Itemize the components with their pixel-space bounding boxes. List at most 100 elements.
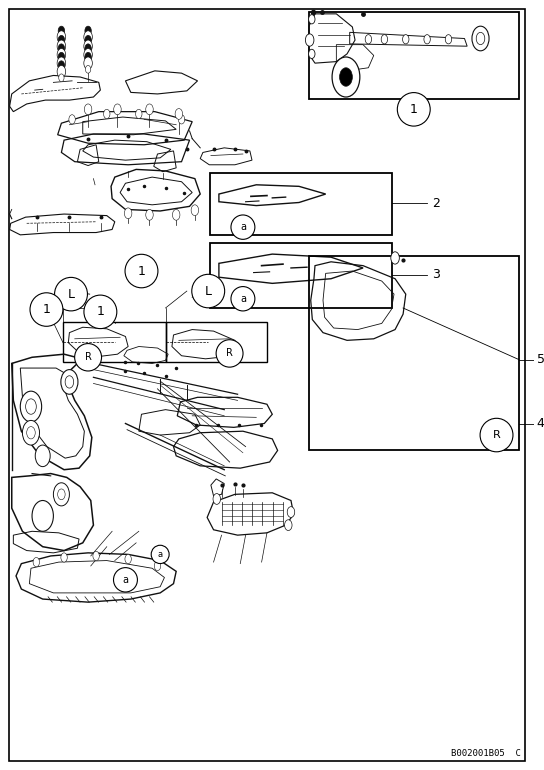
Circle shape [59, 39, 64, 47]
Circle shape [403, 35, 409, 44]
Bar [165, 322, 267, 362]
Circle shape [287, 507, 295, 517]
Circle shape [65, 376, 73, 388]
Text: 1: 1 [138, 265, 145, 277]
Ellipse shape [114, 567, 138, 592]
Circle shape [472, 26, 489, 51]
Circle shape [85, 35, 91, 45]
Circle shape [58, 35, 65, 45]
Text: R: R [226, 349, 233, 358]
Ellipse shape [192, 274, 225, 308]
Circle shape [84, 57, 92, 69]
Text: a: a [122, 575, 128, 584]
Circle shape [305, 34, 314, 46]
Circle shape [53, 483, 70, 506]
Circle shape [58, 61, 65, 70]
Circle shape [57, 57, 66, 69]
Circle shape [85, 44, 91, 53]
Circle shape [57, 49, 66, 61]
Circle shape [103, 109, 110, 119]
Circle shape [85, 52, 91, 62]
Circle shape [59, 49, 64, 56]
Circle shape [93, 551, 100, 561]
Ellipse shape [84, 295, 117, 329]
Text: 3: 3 [432, 269, 440, 281]
Circle shape [476, 32, 485, 45]
Text: R: R [85, 353, 91, 362]
Bar [308, 256, 519, 450]
Circle shape [146, 209, 153, 220]
Ellipse shape [480, 418, 513, 452]
Circle shape [172, 209, 180, 220]
Circle shape [58, 489, 65, 500]
Circle shape [332, 57, 360, 97]
Circle shape [308, 49, 315, 59]
Text: 4: 4 [536, 417, 544, 430]
Text: B002001B05  C: B002001B05 C [450, 749, 521, 758]
Circle shape [365, 35, 372, 44]
Circle shape [58, 52, 65, 62]
Ellipse shape [397, 92, 430, 126]
Circle shape [84, 31, 92, 43]
Circle shape [84, 104, 92, 115]
Circle shape [114, 104, 121, 115]
Text: a: a [158, 550, 163, 559]
Circle shape [33, 557, 40, 567]
Bar [210, 243, 392, 308]
Circle shape [339, 68, 353, 86]
Bar [210, 173, 392, 235]
Circle shape [59, 57, 64, 65]
Circle shape [146, 104, 153, 115]
Circle shape [85, 65, 91, 73]
Ellipse shape [54, 277, 88, 311]
Circle shape [391, 252, 399, 264]
Text: 2: 2 [432, 197, 440, 209]
Circle shape [125, 208, 132, 219]
Circle shape [20, 391, 42, 422]
Ellipse shape [231, 215, 255, 239]
Ellipse shape [216, 340, 243, 367]
Text: 1: 1 [96, 306, 104, 318]
Circle shape [135, 109, 142, 119]
Circle shape [59, 65, 64, 73]
Circle shape [57, 31, 66, 43]
Circle shape [57, 40, 66, 52]
Text: 1: 1 [42, 303, 51, 316]
Text: L: L [205, 285, 212, 297]
Circle shape [424, 35, 430, 44]
Text: a: a [240, 223, 246, 232]
Circle shape [446, 35, 452, 44]
Circle shape [61, 553, 67, 562]
Ellipse shape [231, 286, 255, 311]
Circle shape [85, 39, 91, 47]
Circle shape [381, 35, 388, 44]
Circle shape [213, 494, 220, 504]
Circle shape [85, 49, 91, 56]
Bar [63, 322, 165, 362]
Circle shape [308, 15, 315, 24]
Ellipse shape [75, 343, 102, 371]
Circle shape [32, 500, 53, 531]
Circle shape [58, 26, 65, 35]
Ellipse shape [30, 293, 63, 326]
Circle shape [58, 44, 65, 53]
Circle shape [85, 26, 91, 35]
Circle shape [22, 420, 40, 445]
Circle shape [84, 49, 92, 61]
Text: R: R [493, 430, 500, 440]
Circle shape [154, 561, 160, 571]
Circle shape [27, 427, 35, 439]
Text: 1: 1 [410, 103, 418, 116]
Circle shape [69, 115, 75, 124]
Circle shape [175, 109, 183, 119]
Circle shape [35, 445, 50, 467]
Text: L: L [67, 288, 75, 300]
Text: 5: 5 [536, 353, 544, 366]
Circle shape [285, 520, 292, 531]
Bar [308, 12, 519, 99]
Circle shape [59, 74, 64, 82]
Circle shape [125, 554, 131, 564]
Circle shape [61, 370, 78, 394]
Circle shape [84, 40, 92, 52]
Text: a: a [240, 294, 246, 303]
